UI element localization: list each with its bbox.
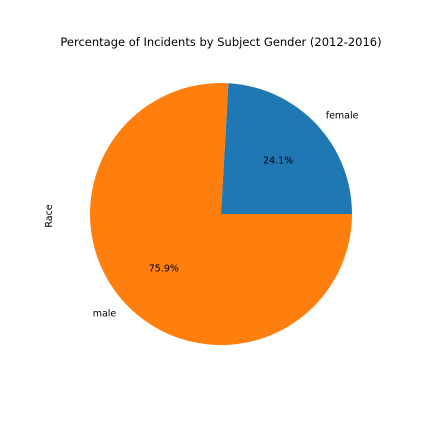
pie-labels: female 24.1% male 75.9% bbox=[93, 111, 359, 320]
slice-label-male: male bbox=[93, 308, 117, 319]
pie-slice-male bbox=[90, 83, 353, 346]
slice-label-female: female bbox=[326, 111, 359, 122]
slice-percent-male: 75.9% bbox=[149, 263, 179, 274]
y-axis-label: Race bbox=[44, 204, 55, 227]
chart-title: Percentage of Incidents by Subject Gende… bbox=[60, 35, 381, 49]
pie-slices bbox=[90, 83, 353, 346]
pie-slice-female bbox=[221, 83, 352, 214]
slice-percent-female: 24.1% bbox=[263, 156, 293, 167]
